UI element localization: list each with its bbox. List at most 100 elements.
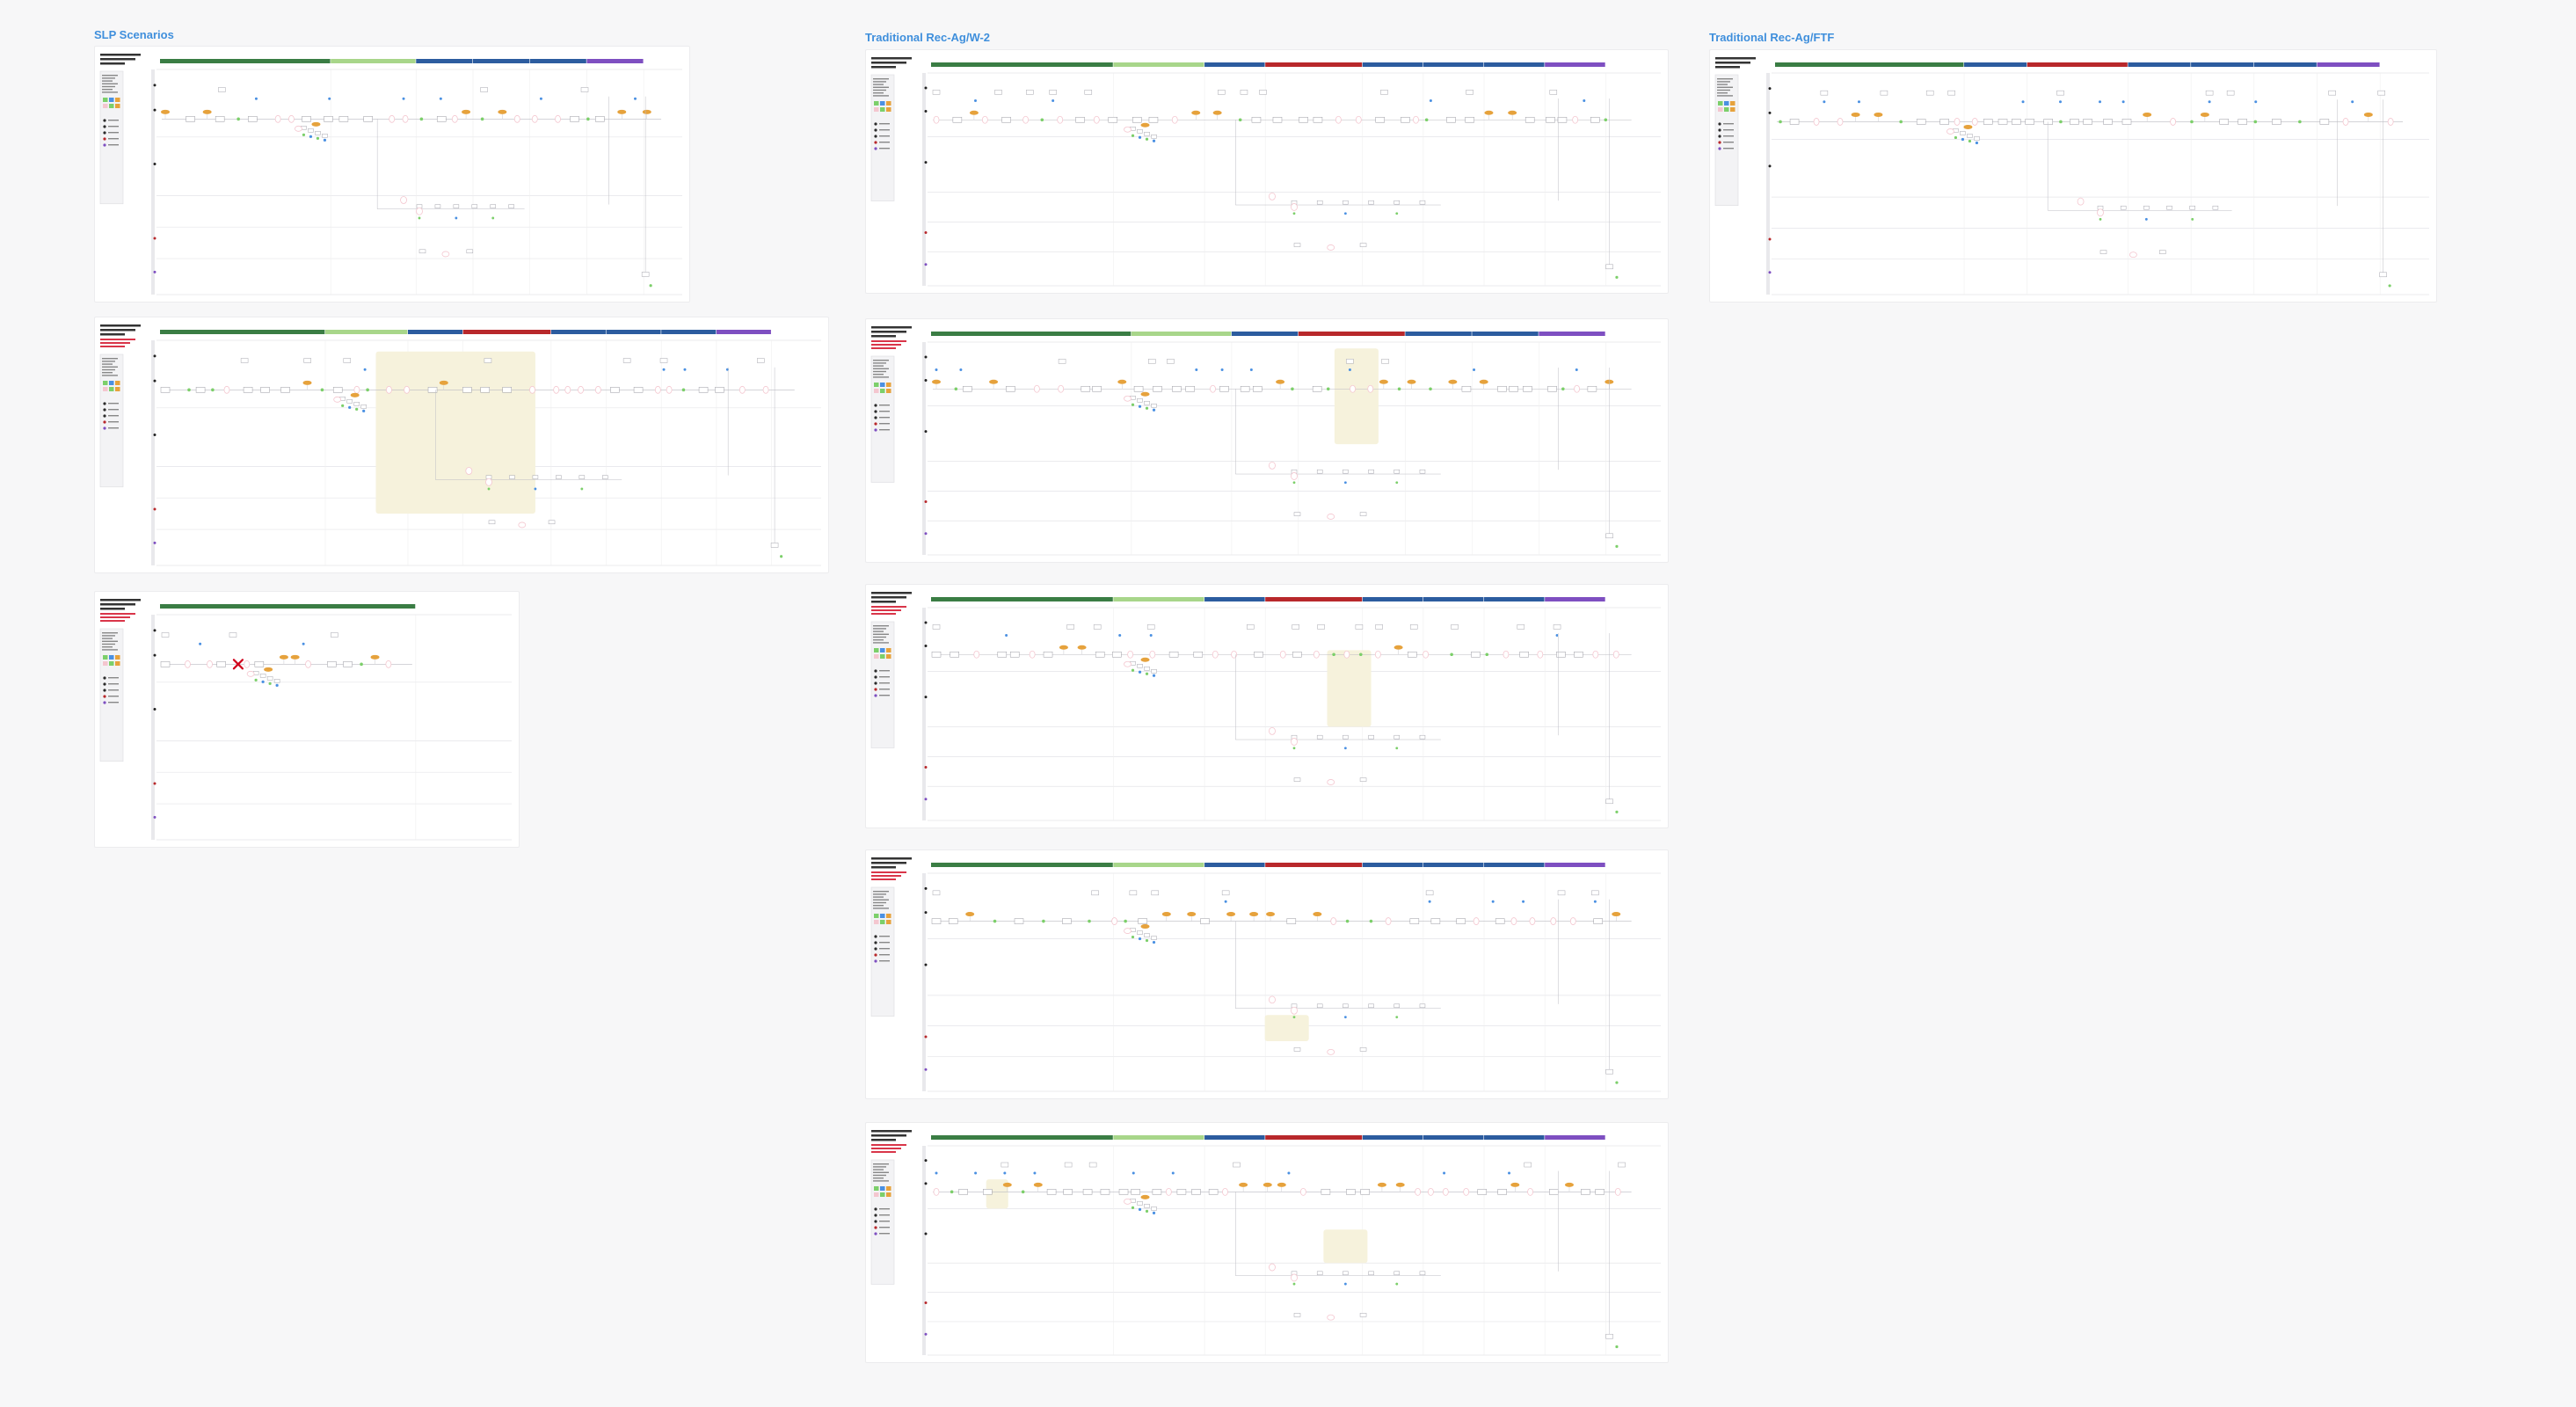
card-title-line bbox=[871, 57, 912, 60]
legend-marker bbox=[874, 404, 877, 407]
status-node bbox=[2021, 100, 2025, 104]
flow-diagram-card[interactable] bbox=[865, 849, 1669, 1099]
legend-marker bbox=[874, 682, 877, 685]
legend-swatch bbox=[886, 101, 891, 106]
decision-node bbox=[1343, 650, 1350, 659]
legend-text-line bbox=[108, 421, 119, 423]
legend-marker bbox=[103, 420, 106, 424]
process-node bbox=[1146, 624, 1155, 630]
legend-marker bbox=[874, 1207, 877, 1211]
status-node bbox=[534, 487, 537, 491]
flow-diagram-card[interactable] bbox=[94, 591, 520, 848]
flow-diagram bbox=[1714, 57, 2429, 295]
process-node bbox=[1046, 1189, 1057, 1195]
legend-swatch bbox=[1718, 101, 1723, 106]
end-node bbox=[1615, 1345, 1619, 1349]
event-node bbox=[1612, 912, 1621, 917]
decision-node bbox=[353, 385, 360, 394]
process-node bbox=[1556, 651, 1566, 658]
flow-diagram-card[interactable] bbox=[865, 49, 1669, 294]
decision-node bbox=[1510, 917, 1517, 925]
card-title-line bbox=[871, 601, 896, 603]
process-node bbox=[1446, 116, 1456, 123]
legend-marker bbox=[874, 688, 877, 691]
phase-header bbox=[529, 59, 586, 63]
flow-diagram-card[interactable] bbox=[865, 584, 1669, 828]
status-node bbox=[323, 138, 327, 142]
process-node bbox=[2143, 205, 2150, 210]
lane-marker bbox=[924, 645, 928, 648]
status-node bbox=[683, 368, 687, 371]
status-node bbox=[418, 216, 421, 220]
process-node bbox=[1313, 116, 1323, 123]
event-node bbox=[1605, 379, 1614, 384]
card-title-line bbox=[871, 335, 896, 338]
process-node bbox=[952, 116, 963, 123]
decision-node bbox=[2342, 118, 2349, 126]
legend-panel bbox=[1714, 74, 1739, 207]
decision-node bbox=[1291, 738, 1298, 746]
status-node bbox=[355, 407, 359, 411]
flow-diagram-card[interactable] bbox=[94, 46, 690, 303]
legend-text-line bbox=[102, 85, 115, 88]
decision-node bbox=[1367, 384, 1374, 393]
decision-node bbox=[2128, 252, 2137, 259]
legend-panel bbox=[99, 354, 124, 488]
process-node bbox=[1368, 734, 1374, 740]
legend-swatch bbox=[874, 389, 879, 393]
flow-diagram-card[interactable] bbox=[865, 1122, 1669, 1363]
process-node bbox=[1553, 624, 1561, 630]
legend-text-line bbox=[879, 429, 890, 431]
process-node bbox=[641, 272, 650, 277]
decision-node bbox=[1291, 1006, 1298, 1015]
status-node bbox=[1152, 940, 1156, 944]
process-node bbox=[1368, 200, 1374, 205]
decision-node bbox=[933, 1187, 940, 1196]
card-title-line bbox=[871, 331, 906, 333]
lane-label-column bbox=[922, 1146, 926, 1355]
phase-header bbox=[1484, 863, 1545, 867]
event-node bbox=[1276, 379, 1285, 384]
phase-header bbox=[931, 62, 1113, 67]
lane-marker bbox=[924, 379, 928, 383]
process-node bbox=[2099, 250, 2107, 254]
status-node bbox=[316, 136, 320, 140]
status-node bbox=[1961, 137, 1965, 142]
flow-diagram-card[interactable] bbox=[865, 318, 1669, 563]
process-node bbox=[1394, 200, 1401, 205]
end-node bbox=[649, 284, 652, 288]
card-note-line bbox=[871, 609, 901, 611]
decision-node bbox=[1058, 384, 1065, 393]
legend-text-line bbox=[873, 642, 889, 644]
event-node bbox=[1161, 912, 1171, 917]
process-node bbox=[1409, 918, 1420, 924]
event-node bbox=[302, 380, 312, 385]
legend-text-line bbox=[879, 411, 890, 412]
legend-text-line bbox=[873, 628, 886, 630]
process-node bbox=[548, 520, 556, 525]
decision-node bbox=[1415, 1187, 1422, 1196]
decision-node bbox=[981, 115, 988, 124]
flow-diagram bbox=[870, 57, 1661, 287]
process-node bbox=[1009, 651, 1020, 658]
flow-diagram-card[interactable] bbox=[1709, 49, 2437, 303]
process-node bbox=[1547, 385, 1557, 392]
process-node bbox=[1497, 1189, 1507, 1195]
process-node bbox=[1394, 469, 1401, 474]
process-node bbox=[2377, 90, 2385, 96]
decision-node bbox=[1171, 115, 1178, 124]
legend-text-line bbox=[108, 409, 119, 411]
lane-marker bbox=[153, 354, 156, 358]
process-node bbox=[360, 405, 367, 409]
legend-swatch bbox=[115, 655, 120, 660]
legend-swatch bbox=[115, 381, 120, 385]
process-node bbox=[1380, 90, 1388, 95]
card-title-line bbox=[100, 608, 125, 610]
flow-diagram-card[interactable] bbox=[94, 317, 829, 573]
phase-header bbox=[931, 332, 1132, 336]
legend-marker bbox=[874, 941, 877, 944]
legend-swatch bbox=[886, 107, 891, 112]
lane-marker bbox=[924, 766, 928, 769]
process-node bbox=[1519, 651, 1529, 658]
process-node bbox=[1549, 90, 1558, 95]
